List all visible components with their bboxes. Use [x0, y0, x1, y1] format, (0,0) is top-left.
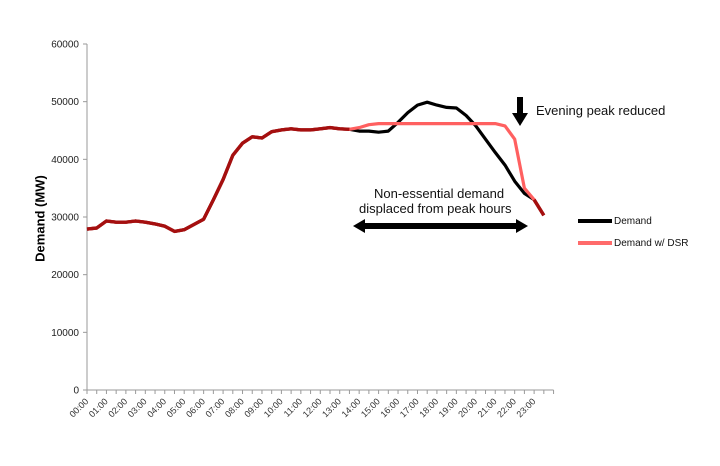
- x-tick-label: 03:00: [126, 396, 149, 419]
- x-tick-label: 01:00: [87, 396, 110, 419]
- double-arrow-icon: [363, 223, 518, 229]
- down-arrow-head-icon: [512, 113, 528, 126]
- series-lines: [86, 100, 546, 234]
- x-tick-label: 05:00: [165, 396, 188, 419]
- x-tick-label: 07:00: [203, 396, 226, 419]
- y-axis-label: Demand (MW): [32, 175, 48, 262]
- legend: Demand Demand w/ DSR: [578, 210, 688, 254]
- x-tick-label: 15:00: [359, 396, 382, 419]
- x-tick-label: 20:00: [456, 396, 479, 419]
- legend-item-demand: Demand: [578, 210, 688, 232]
- y-tick-label: 0: [73, 386, 79, 397]
- x-tick-label: 19:00: [437, 396, 460, 419]
- legend-label-demand: Demand: [614, 215, 652, 227]
- x-tick-label: 04:00: [145, 396, 168, 419]
- y-tick-label: 30000: [51, 213, 79, 224]
- y-tick-label: 20000: [51, 270, 79, 281]
- x-tick-label: 12:00: [301, 396, 324, 419]
- x-tick-label: 08:00: [223, 396, 246, 419]
- down-arrow-icon: [517, 97, 523, 114]
- x-tick-label: 11:00: [282, 396, 305, 419]
- x-tick-label: 22:00: [495, 396, 518, 419]
- annotation-shift-line2: displaced from peak hours: [359, 201, 512, 216]
- annotation-peak-reduced: Evening peak reduced: [536, 103, 666, 118]
- x-tick-label: 09:00: [242, 396, 265, 419]
- x-tick-label: 10:00: [262, 396, 285, 419]
- x-tick-label: 00:00: [67, 396, 90, 419]
- y-tick-label: 60000: [51, 40, 79, 51]
- legend-swatch-dsr: [578, 241, 612, 245]
- series-overlap: [86, 125, 350, 234]
- y-tick-label: 50000: [51, 97, 79, 108]
- annotation-shift-line1: Non-essential demand: [374, 186, 505, 201]
- x-tick-label: 14:00: [340, 396, 363, 419]
- x-tick-label: 16:00: [378, 396, 401, 419]
- y-tick-label: 10000: [51, 328, 79, 339]
- legend-item-dsr: Demand w/ DSR: [578, 232, 688, 254]
- legend-label-dsr: Demand w/ DSR: [614, 237, 689, 249]
- x-tick-label: 18:00: [417, 396, 440, 419]
- axes: 0 10000 20000 30000 40000 50000 60000 00:0001:0…: [51, 40, 555, 419]
- x-tick-label: 02:00: [106, 396, 129, 419]
- series-overlap: [532, 198, 546, 217]
- x-tick-label: 06:00: [184, 396, 207, 419]
- x-tick-label: 23:00: [515, 396, 538, 419]
- annotation-arrows: [353, 97, 528, 233]
- y-tick-label: 40000: [51, 155, 79, 166]
- legend-swatch-demand: [578, 219, 612, 223]
- x-tick-label: 17:00: [398, 396, 421, 419]
- x-tick-label: 13:00: [320, 396, 343, 419]
- x-tick-label: 21:00: [476, 396, 499, 419]
